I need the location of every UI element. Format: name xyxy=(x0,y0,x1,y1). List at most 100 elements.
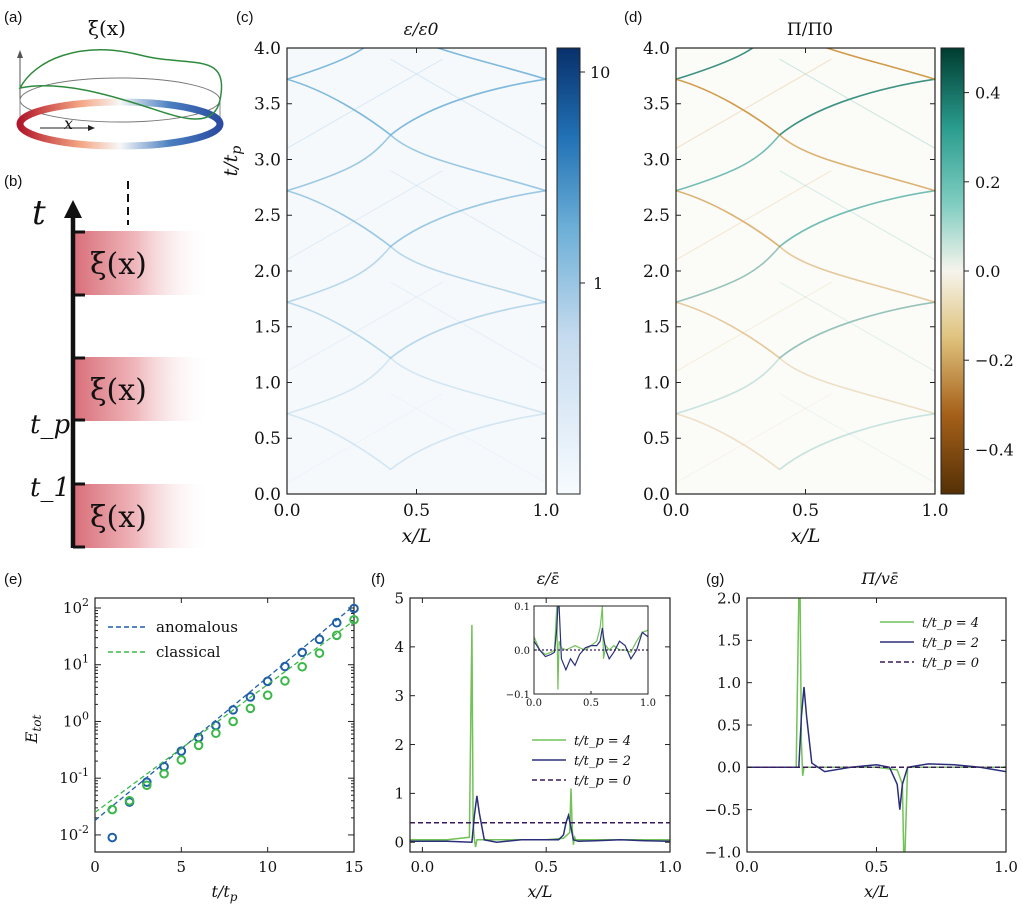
wavefront xyxy=(676,48,755,80)
wavefront xyxy=(287,189,392,248)
wavefront xyxy=(779,357,935,415)
panel-f-letter: (f) xyxy=(371,571,385,588)
data-point-anomalous xyxy=(297,647,308,658)
panel-a-letter: (a) xyxy=(4,9,22,26)
legend-label: t/t_p = 2 xyxy=(574,754,631,769)
data-point-classical xyxy=(331,630,342,641)
data-point-anomalous xyxy=(331,617,342,628)
wavefront xyxy=(676,412,781,471)
panel-d-ytick-label: 3.0 xyxy=(643,150,670,170)
wavefront xyxy=(390,134,546,192)
data-point-classical xyxy=(107,804,118,815)
panel-g-xlabel: x/L xyxy=(864,882,889,901)
panel-c-heatmap xyxy=(287,48,546,494)
panel-g-xtick-label: 1.0 xyxy=(994,858,1018,876)
wavefront xyxy=(287,412,392,471)
panel-f-ytick-label: 4 xyxy=(394,638,404,656)
panel-f-ytick-label: 1 xyxy=(394,785,404,803)
wavefront xyxy=(287,134,392,192)
panel-b-xi-label-3: ξ(x) xyxy=(90,500,147,535)
panel-e-xtick-label: 5 xyxy=(177,858,187,876)
panel-d-cbar-tick-label: 0.4 xyxy=(975,84,1000,103)
ray xyxy=(779,393,935,484)
panel-e-xtick-label: 10 xyxy=(258,858,277,876)
panel-c-title: ε/ε0 xyxy=(404,20,439,40)
inset-xtick-label: 1.0 xyxy=(640,698,656,709)
panel-d-ytick-label: 0.5 xyxy=(643,429,670,449)
wavefront xyxy=(779,245,935,303)
inset-ytick-label: −0.1 xyxy=(506,690,530,701)
wavefront xyxy=(779,78,935,136)
legend-label: t/t_p = 4 xyxy=(574,734,631,749)
data-point-classical xyxy=(245,703,256,714)
wavefront xyxy=(676,245,781,303)
panel-d-colorbar xyxy=(940,47,965,495)
panel-d-title: Π/Π0 xyxy=(787,20,833,40)
data-point-anomalous xyxy=(280,661,290,672)
ray xyxy=(287,281,443,372)
panel-c-ytick-label: 2.5 xyxy=(254,206,281,226)
wavefront xyxy=(287,245,392,303)
data-point-anomalous xyxy=(262,676,273,687)
wavefront xyxy=(287,301,392,359)
wavefront xyxy=(390,78,546,136)
data-point-anomalous xyxy=(245,692,256,702)
wavefront xyxy=(390,245,546,303)
panel-b-tick-tp: t_p xyxy=(30,410,70,440)
panel-b-tick-t1: t_1 xyxy=(30,473,70,503)
panel-g-xtick-label: 0.5 xyxy=(865,858,889,876)
panel-g-ytick-label: 1.5 xyxy=(717,632,741,650)
data-point-classical xyxy=(297,661,308,672)
wavefront xyxy=(390,357,546,415)
panel-f-xtick-label: 0.0 xyxy=(410,858,434,876)
panel-f-xlabel: x/L xyxy=(527,882,552,901)
data-point-classical xyxy=(280,676,290,686)
panel-c-ytick-label: 2.0 xyxy=(254,262,281,282)
panel-d-xtick-label: 0.5 xyxy=(792,501,819,521)
panel-c-cbar-tick-10: 10 xyxy=(590,63,610,82)
data-point-classical xyxy=(124,795,135,806)
panel-d-ytick-label: 3.5 xyxy=(643,95,670,115)
data-point-anomalous xyxy=(142,777,152,787)
panel-e-letter: (e) xyxy=(4,571,22,588)
wavefront xyxy=(676,357,781,415)
panel-a-axis-label: x xyxy=(64,114,73,133)
panel-f-title: ε/ε̄ xyxy=(537,569,560,588)
data-point-classical xyxy=(228,716,238,727)
panel-e-axes: 0 5 10 15 10-2 10-1 100 101 102 t/tp Etot anomalous… xyxy=(22,596,364,904)
heatmap-background xyxy=(676,48,935,494)
legend-label: anomalous xyxy=(156,618,238,636)
panel-b-xi-label-1: ξ(x) xyxy=(90,247,147,282)
panel-c-ylabel: t/tp xyxy=(220,146,245,177)
panel-e-ylabel: Etot xyxy=(22,715,44,745)
panel-b-letter: (b) xyxy=(4,173,22,190)
ray xyxy=(390,58,546,149)
panel-c-ytick-label: 3.5 xyxy=(254,95,281,115)
panel-d-cbar-tick-label: −0.2 xyxy=(975,351,1014,370)
data-point-classical xyxy=(176,755,187,765)
panel-a-title: ξ(x) xyxy=(88,16,126,40)
panel-g-axes: 0.0 0.5 1.0 −1.0 −0.5 0.0 0.5 1.0 1.5 2.0 x/L t/t_p… xyxy=(705,589,1018,901)
time-axis-illustration xyxy=(64,181,210,549)
panel-c-ytick-label: 1.0 xyxy=(254,373,281,393)
data-point-classical xyxy=(211,728,221,739)
panel-d-axes: 0.0 0.5 1.0 0.0 0.5 1.0 1.5 2.0 2.5 3.0 3.5 4.0 x/L xyxy=(643,39,949,547)
data-point-anomalous xyxy=(176,746,187,756)
wavefront xyxy=(779,134,935,192)
ray xyxy=(676,170,832,261)
wavefront xyxy=(390,301,546,359)
panel-e-ytick-label: 101 xyxy=(63,653,89,674)
wavefront xyxy=(390,189,546,248)
panel-c-xlabel: x/L xyxy=(402,525,432,547)
panel-c-ytick-label: 0.0 xyxy=(254,485,281,505)
panel-d-ytick-label: 2.0 xyxy=(643,262,670,282)
wavefront xyxy=(287,48,366,80)
panel-d-xtick-label: 1.0 xyxy=(921,501,948,521)
panel-g-ytick-label: −0.5 xyxy=(705,801,741,819)
panel-f-ytick-label: 2 xyxy=(394,736,404,754)
legend-label: t/t_p = 0 xyxy=(922,656,979,671)
panel-d-xlabel: x/L xyxy=(791,525,821,547)
panel-b-axis-label: t xyxy=(32,193,46,233)
ring-illustration xyxy=(16,49,224,150)
